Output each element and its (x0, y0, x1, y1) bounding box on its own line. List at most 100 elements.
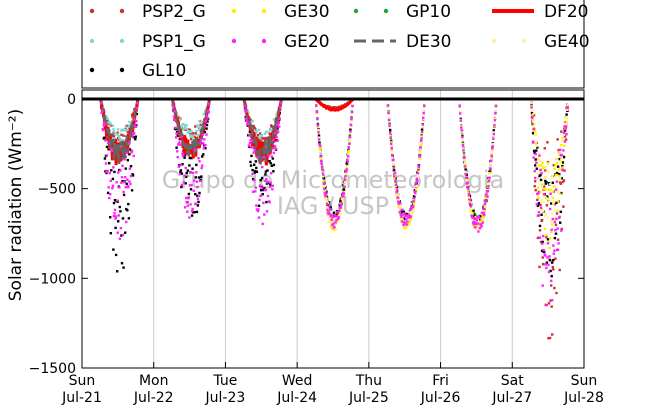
data-point (554, 229, 557, 232)
data-point (134, 125, 137, 128)
data-point (548, 183, 552, 186)
data-point (255, 130, 259, 133)
data-point (342, 188, 346, 191)
data-point (110, 124, 113, 127)
data-point (317, 136, 321, 139)
data-point (258, 136, 262, 140)
data-point (543, 227, 546, 231)
data-point (203, 125, 207, 128)
data-point (540, 208, 543, 211)
data-point (543, 195, 546, 198)
data-point (106, 191, 110, 195)
data-point (111, 124, 115, 128)
data-point (117, 128, 120, 131)
data-point (327, 205, 331, 208)
data-point (131, 174, 135, 177)
data-point (266, 169, 269, 172)
data-point (185, 175, 188, 178)
data-point (183, 153, 187, 157)
data-point (105, 154, 109, 157)
data-point (134, 138, 137, 141)
data-point (562, 205, 565, 208)
data-point (389, 131, 392, 134)
data-point (531, 123, 534, 126)
data-point (180, 135, 183, 139)
data-point (268, 160, 271, 163)
data-point (472, 209, 475, 212)
data-point (492, 137, 495, 140)
data-point (125, 151, 128, 155)
data-point (461, 135, 464, 139)
data-point (116, 231, 119, 234)
data-point (488, 176, 491, 179)
data-point (550, 275, 553, 278)
axes: 0−500−1000−1500SunJul-21MonJul-22TueJul-… (29, 89, 604, 406)
data-point (558, 168, 561, 171)
data-point (264, 188, 268, 192)
data-point (460, 126, 463, 129)
data-point (185, 127, 188, 130)
data-point (494, 104, 498, 108)
data-point (205, 114, 209, 118)
data-point (325, 190, 328, 193)
data-point (542, 166, 545, 169)
data-point (321, 166, 324, 169)
data-point (330, 226, 333, 229)
data-point (111, 177, 115, 181)
data-point (554, 257, 557, 260)
data-point (268, 201, 271, 204)
legend-swatch (89, 67, 95, 73)
data-point (110, 147, 113, 151)
data-point (490, 154, 493, 157)
data-point (319, 148, 322, 152)
data-point (194, 176, 197, 179)
data-point (558, 150, 561, 154)
data-point (535, 161, 538, 164)
data-point (181, 128, 184, 131)
data-point (543, 193, 546, 196)
data-point (272, 170, 275, 173)
data-point (419, 146, 422, 149)
data-point (541, 240, 544, 244)
data-point (480, 211, 484, 215)
data-point (332, 218, 335, 221)
data-point (484, 196, 488, 199)
data-point (325, 192, 328, 195)
data-point (539, 203, 542, 207)
data-point (552, 202, 555, 205)
data-point (199, 127, 202, 130)
data-point (552, 252, 555, 255)
data-point (410, 200, 414, 204)
data-point (545, 204, 549, 207)
data-point (197, 200, 200, 204)
data-point (469, 205, 473, 208)
data-point (387, 118, 391, 122)
data-point (258, 132, 262, 135)
data-point (460, 129, 464, 132)
data-point (530, 106, 533, 109)
data-point (561, 138, 565, 141)
data-point (190, 130, 193, 133)
data-point (485, 191, 489, 195)
data-point (194, 193, 197, 196)
data-point (391, 154, 394, 157)
data-point (543, 147, 546, 150)
data-point (566, 103, 569, 106)
data-point (183, 156, 186, 159)
data-point (124, 176, 127, 179)
data-point (538, 181, 542, 184)
data-point (554, 223, 558, 227)
data-point (412, 201, 415, 205)
data-point (177, 165, 180, 168)
data-point (195, 210, 199, 214)
watermark: Grupo de Micrometeorologia IAG / USP (162, 166, 504, 220)
data-point (558, 157, 561, 161)
data-point (388, 124, 391, 127)
data-point (128, 180, 131, 183)
data-point (547, 270, 551, 274)
data-point (254, 190, 257, 193)
data-point (538, 229, 542, 232)
data-point (564, 115, 567, 119)
data-point (531, 113, 535, 116)
data-point (551, 217, 554, 221)
